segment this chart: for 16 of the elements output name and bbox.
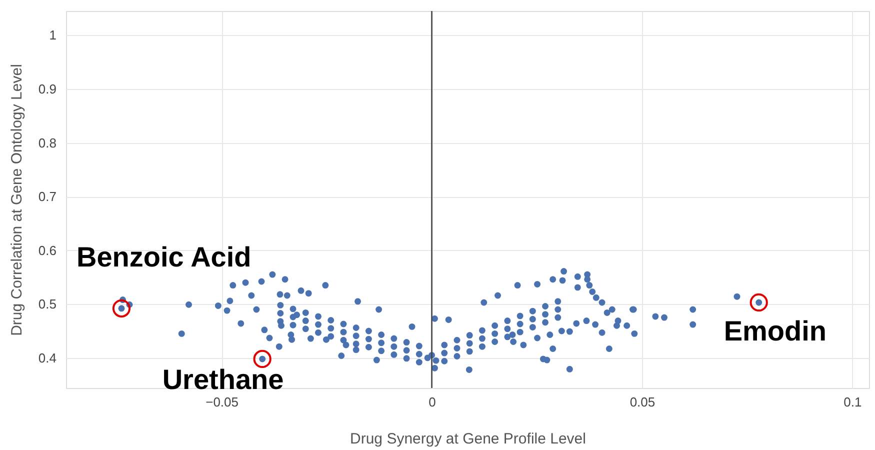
x-axis-title: Drug Synergy at Gene Profile Level bbox=[350, 430, 586, 448]
annotation: Emodin bbox=[724, 315, 827, 346]
y-tick-label: 0.8 bbox=[38, 135, 56, 150]
annotation: Urethane bbox=[162, 364, 284, 395]
y-tick-label: 1 bbox=[49, 28, 56, 43]
x-tick-label: 0.1 bbox=[844, 394, 862, 410]
y-tick-label: 0.6 bbox=[38, 242, 56, 258]
y-tick-label: 0.9 bbox=[38, 81, 56, 96]
y-tick-label: 0.5 bbox=[38, 296, 56, 312]
y-tick-label: 0.4 bbox=[38, 350, 56, 366]
y-tick-label: 0.7 bbox=[38, 189, 56, 204]
x-tick-label: −0.05 bbox=[206, 394, 239, 410]
y-axis-title: Drug Correlation at Gene Ontology Level bbox=[8, 64, 26, 336]
x-tick-label: 0 bbox=[428, 394, 436, 410]
annotation: Benzoic Acid bbox=[76, 241, 252, 272]
x-tick-label: 0.05 bbox=[630, 394, 656, 410]
